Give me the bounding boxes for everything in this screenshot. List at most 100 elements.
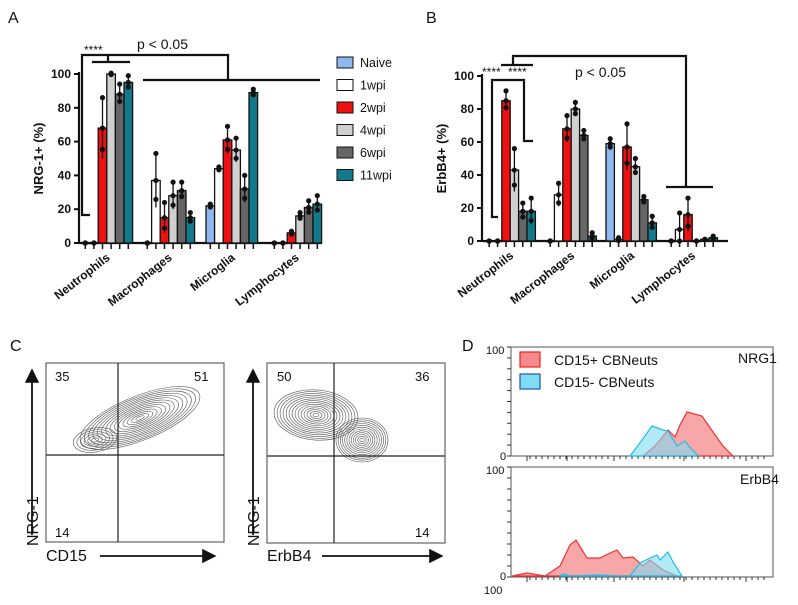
y-tick-label: 80 — [461, 102, 475, 116]
data-point — [649, 224, 655, 231]
y-axis-label: NRG-1 — [246, 496, 263, 546]
data-point — [677, 210, 683, 216]
data-point — [224, 137, 231, 143]
data-point — [224, 123, 231, 129]
bar-microglia-4wpi — [231, 149, 242, 244]
bar-macrophages-6wpi — [578, 134, 589, 242]
contour-line — [87, 435, 103, 445]
histogram-nrg1: 100 0 NRG1 — [486, 345, 777, 463]
chart-a-nrg1: 0 20 40 60 80 100 NRG-1+ (%) NeutrophilsMacroph… — [31, 67, 323, 309]
legend-swatch-cd15neg — [519, 373, 541, 390]
data-point — [581, 127, 587, 134]
legend-label-4wpi: 4wpi — [360, 124, 386, 138]
data-point — [528, 195, 534, 201]
y-axis-label: NRG-1+ (%) — [31, 123, 46, 195]
contour-line — [303, 407, 329, 423]
legend-swatch-cd15pos — [519, 351, 541, 368]
contour-line — [306, 409, 326, 421]
bar-neutrophils-4wpi — [106, 73, 117, 244]
data-point — [520, 214, 526, 220]
data-point — [693, 238, 700, 244]
data-point — [486, 238, 492, 244]
data-point — [710, 236, 716, 242]
legend-label-naive: Naive — [360, 56, 392, 70]
quadrant-ur: 36 — [415, 369, 429, 384]
data-point — [528, 217, 534, 224]
data-point — [556, 180, 562, 186]
bar-microglia-2wpi — [222, 139, 233, 244]
data-point — [564, 135, 570, 141]
data-point — [314, 207, 320, 213]
contour-line — [92, 392, 188, 444]
data-point — [624, 144, 630, 150]
data-point — [624, 160, 630, 166]
data-point — [161, 215, 168, 221]
y-tick-label: 20 — [58, 202, 72, 216]
panel-label-d: D — [462, 338, 474, 355]
contour-line — [312, 412, 320, 418]
contour-line — [105, 399, 175, 437]
data-point — [632, 155, 639, 162]
data-point — [233, 155, 239, 161]
quadrant-ul: 50 — [277, 369, 291, 384]
legend-swatch-1wpi — [336, 79, 354, 91]
legend-label-1wpi: 1wpi — [360, 79, 386, 93]
bar-neutrophils-11wpi — [123, 81, 134, 244]
bar-macrophages-2wpi — [562, 128, 572, 242]
contour-line — [126, 410, 154, 426]
contour-line — [350, 430, 374, 450]
data-point — [170, 179, 176, 185]
data-point — [520, 200, 526, 206]
data-point — [233, 135, 239, 141]
legend-swatch-naive — [336, 56, 354, 69]
p-value-a: p < 0.05 — [137, 36, 188, 52]
data-point — [288, 231, 295, 237]
data-point — [170, 202, 176, 208]
legend-label-2wpi: 2wpi — [360, 101, 386, 115]
data-point — [250, 92, 256, 98]
data-point — [233, 147, 239, 153]
category-label: Macrophages — [507, 248, 577, 307]
data-point — [306, 198, 312, 204]
x-axis-label: CD15 — [46, 548, 87, 565]
contour-line — [344, 425, 380, 455]
category-label: Microglia — [587, 248, 637, 292]
data-point — [632, 169, 639, 176]
y-tick-100: 100 — [486, 345, 504, 357]
data-point — [547, 238, 553, 244]
data-point — [572, 106, 579, 112]
legend-label-11wpi: 11wpi — [360, 169, 392, 183]
data-point — [216, 167, 222, 173]
data-point — [179, 188, 185, 194]
quadrant-ul: 35 — [55, 369, 69, 384]
data-point — [314, 201, 320, 207]
data-point — [624, 121, 630, 127]
histogram-erbb4: 100 0 ErbB4 100 — [484, 465, 779, 597]
legend-swatch-2wpi — [336, 101, 354, 114]
contour-line — [76, 429, 114, 451]
data-point — [306, 209, 312, 215]
data-point — [91, 240, 97, 246]
legend-label-cd15neg: CD15- CBNeuts — [554, 374, 654, 390]
flow-plot-cd15: 35 51 14 NRG-1 CD15 — [24, 362, 225, 565]
data-point — [153, 150, 159, 157]
data-point — [511, 182, 517, 188]
data-point — [528, 208, 534, 214]
legend-label-cd15pos: CD15+ CBNeuts — [554, 352, 658, 368]
data-point — [306, 204, 312, 211]
bar-microglia-4wpi — [630, 166, 641, 242]
histogram-cd15neg — [558, 550, 684, 577]
category-label: Neutrophils — [455, 248, 516, 300]
data-point — [99, 95, 106, 101]
contour-line — [355, 434, 369, 446]
data-point — [271, 240, 277, 246]
y-axis-label: NRG-1 — [25, 496, 42, 546]
bar-microglia-naive — [605, 142, 616, 242]
contour-line — [96, 395, 184, 441]
data-point — [520, 208, 526, 214]
y-tick-100: 100 — [486, 465, 504, 477]
data-point — [144, 240, 150, 246]
data-point — [685, 212, 691, 218]
data-point — [224, 146, 231, 152]
quadrant-ur: 51 — [194, 369, 208, 384]
